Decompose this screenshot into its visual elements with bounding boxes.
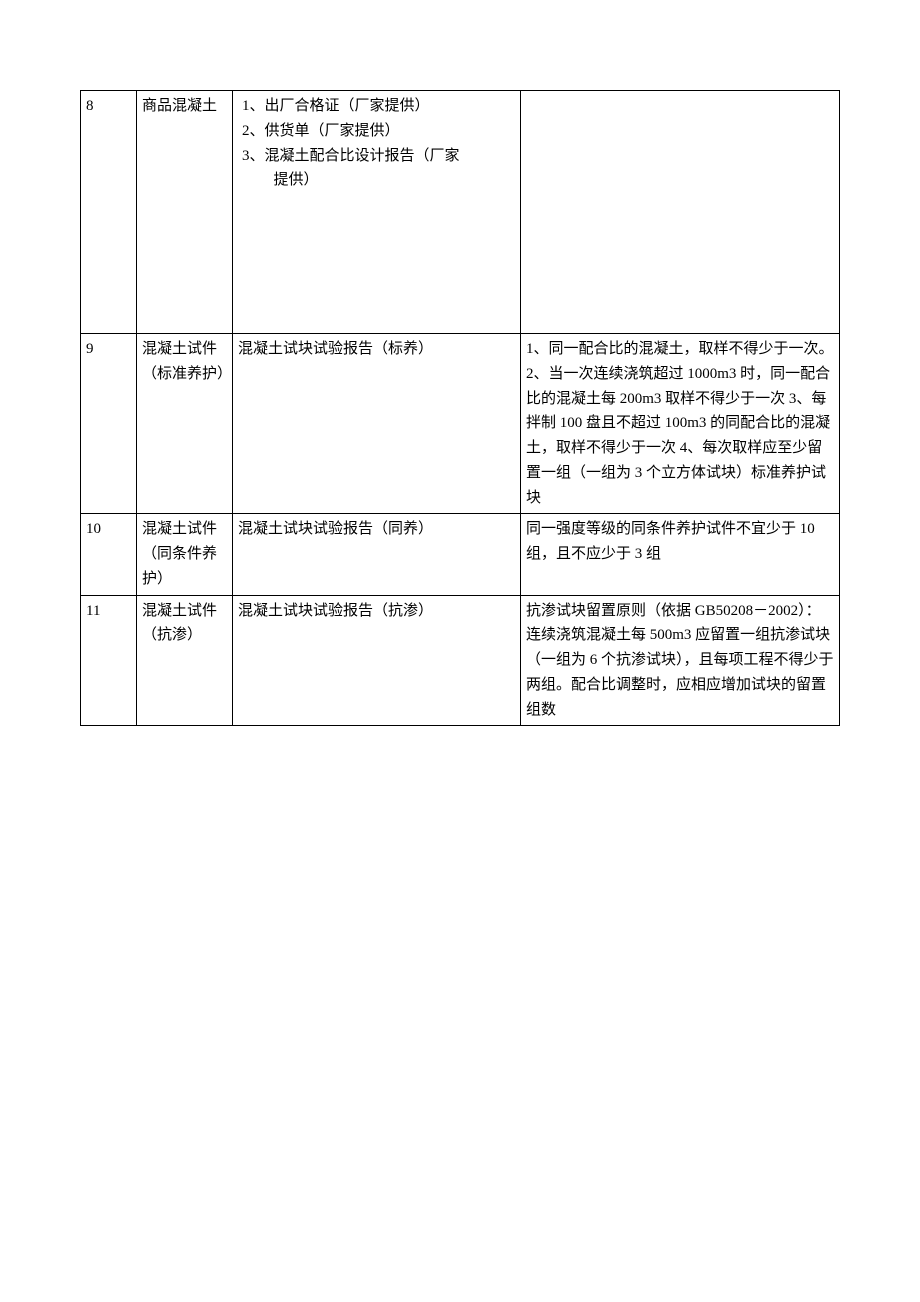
cell-docs: 1、出厂合格证（厂家提供） 2、供货单（厂家提供） 3、混凝土配合比设计报告（厂…	[233, 91, 521, 334]
doc-item: 1、出厂合格证（厂家提供）	[242, 94, 515, 119]
cell-docs: 混凝土试块试验报告（同养）	[233, 514, 521, 595]
table-row: 9 混凝土试件（标准养护） 混凝土试块试验报告（标养） 1、同一配合比的混凝土，…	[81, 334, 840, 514]
cell-notes: 1、同一配合比的混凝土，取样不得少于一次。 2、当一次连续浇筑超过 1000m3…	[521, 334, 840, 514]
doc-item: 提供）	[242, 168, 515, 193]
cell-name: 商品混凝土	[137, 91, 233, 334]
cell-idx: 9	[81, 334, 137, 514]
table-row: 8 商品混凝土 1、出厂合格证（厂家提供） 2、供货单（厂家提供） 3、混凝土配…	[81, 91, 840, 334]
cell-docs: 混凝土试块试验报告（标养）	[233, 334, 521, 514]
cell-docs: 混凝土试块试验报告（抗渗）	[233, 595, 521, 726]
cell-notes	[521, 91, 840, 334]
cell-name: 混凝土试件（标准养护）	[137, 334, 233, 514]
cell-idx: 11	[81, 595, 137, 726]
materials-table: 8 商品混凝土 1、出厂合格证（厂家提供） 2、供货单（厂家提供） 3、混凝土配…	[80, 90, 840, 726]
cell-notes: 抗渗试块留置原则（依据 GB50208－2002）：连续浇筑混凝土每 500m3…	[521, 595, 840, 726]
cell-name: 混凝土试件（抗渗）	[137, 595, 233, 726]
doc-item: 3、混凝土配合比设计报告（厂家	[242, 144, 515, 169]
table-row: 11 混凝土试件（抗渗） 混凝土试块试验报告（抗渗） 抗渗试块留置原则（依据 G…	[81, 595, 840, 726]
cell-idx: 8	[81, 91, 137, 334]
table-row: 10 混凝土试件（同条件养护） 混凝土试块试验报告（同养） 同一强度等级的同条件…	[81, 514, 840, 595]
cell-idx: 10	[81, 514, 137, 595]
doc-item: 2、供货单（厂家提供）	[242, 119, 515, 144]
cell-name: 混凝土试件（同条件养护）	[137, 514, 233, 595]
cell-notes: 同一强度等级的同条件养护试件不宜少于 10 组，且不应少于 3 组	[521, 514, 840, 595]
